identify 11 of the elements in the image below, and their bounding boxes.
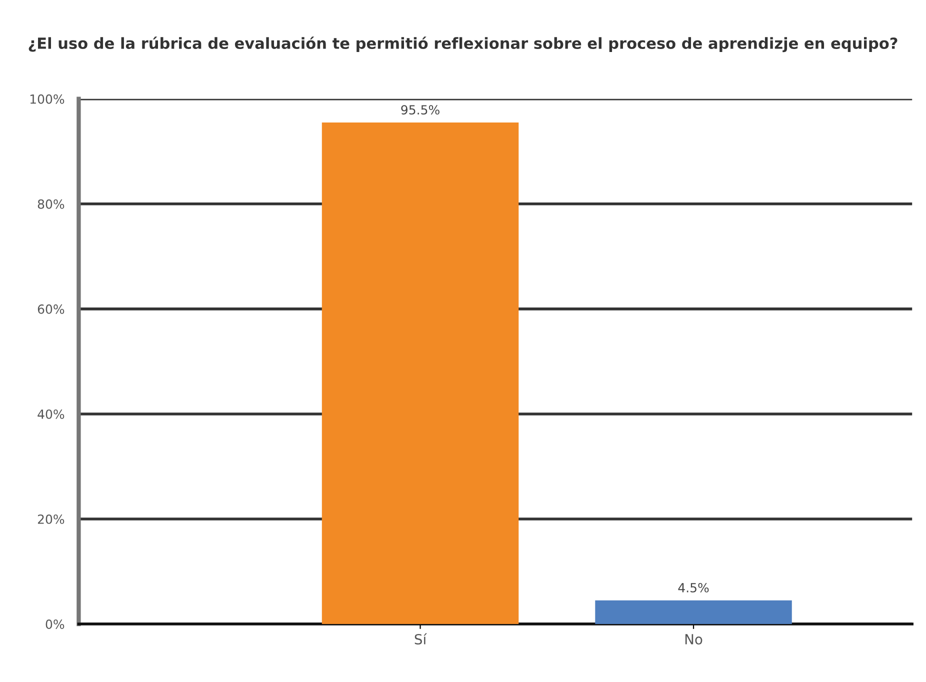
y-tick-label: 0% — [46, 620, 64, 629]
chart-title: ¿El uso de la rúbrica de evaluación te permitió reflexionar sobre el proceso de aprendizje en equipo? — [28, 36, 898, 52]
y-tick-label: 100% — [30, 94, 64, 104]
y-tick-label: 40% — [38, 409, 64, 419]
x-tick-label: No — [685, 634, 702, 645]
y-tick-label: 80% — [38, 199, 64, 209]
y-tick-label: 20% — [38, 514, 64, 524]
data-label: 4.5% — [678, 582, 709, 592]
x-tick-label: Sí — [414, 633, 427, 645]
data-label: 95.5% — [401, 105, 440, 115]
y-tick-label: 60% — [38, 304, 64, 314]
